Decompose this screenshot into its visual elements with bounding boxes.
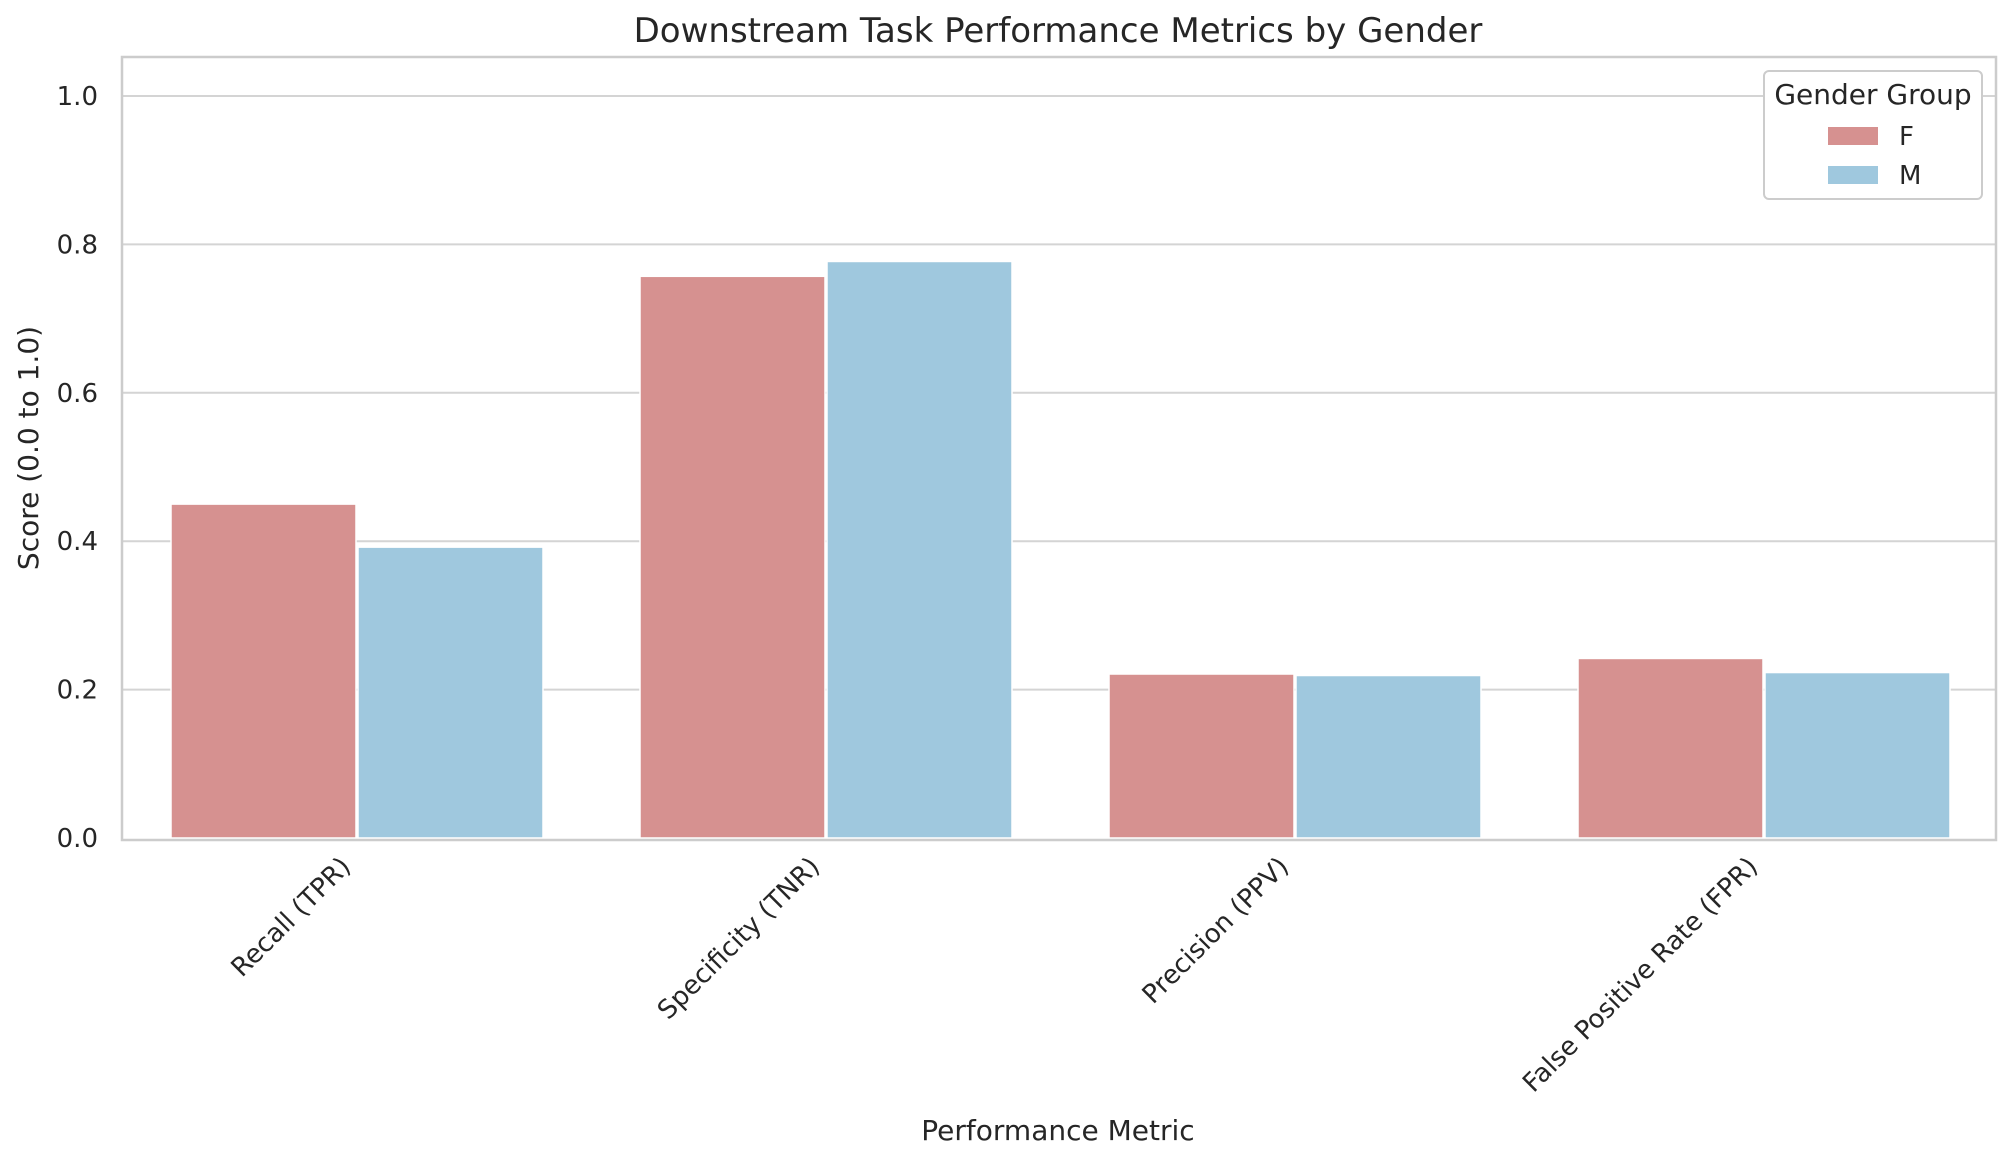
bar-f	[1108, 673, 1295, 839]
legend-swatch-m	[1828, 166, 1878, 184]
legend: Gender Group FM	[1763, 70, 1983, 200]
y-tick-labels: 0.0 0.2 0.4 0.6 0.8 1.0	[57, 82, 98, 854]
legend-title: Gender Group	[1774, 78, 1971, 111]
x-tick-label: Specificity (TNR)	[652, 852, 826, 1026]
bars-layer	[170, 260, 1951, 839]
bar-m	[1764, 671, 1951, 839]
plot-frame	[120, 55, 1998, 842]
legend-swatch-f	[1828, 127, 1878, 145]
bar-m	[1295, 674, 1482, 839]
y-tick-label: 1.0	[57, 82, 98, 112]
bar-m	[357, 546, 544, 839]
bar-f	[639, 275, 826, 839]
legend-label-f: F	[1899, 122, 1914, 152]
x-tick-label: Recall (TPR)	[226, 852, 357, 983]
legend-label-m: M	[1899, 161, 1921, 191]
bar-m	[826, 260, 1013, 839]
bar-f	[170, 503, 357, 839]
x-tick-label: False Positive Rate (FPR)	[1517, 852, 1764, 1099]
legend-items: FM	[1828, 122, 1921, 191]
x-tick-label: Precision (PPV)	[1137, 852, 1295, 1010]
x-tick-labels: Recall (TPR) Specificity (TNR) Precision (…	[226, 852, 1764, 1099]
x-axis-label: Performance Metric	[921, 1114, 1194, 1147]
y-tick-label: 0.6	[57, 379, 98, 409]
y-tick-label: 0.8	[57, 230, 98, 260]
bar-f	[1577, 657, 1764, 839]
y-axis-label: Score (0.0 to 1.0)	[12, 326, 45, 570]
chart-title: Downstream Task Performance Metrics by G…	[634, 11, 1483, 51]
y-tick-label: 0.4	[57, 527, 98, 557]
y-tick-label: 0.0	[57, 824, 98, 854]
y-tick-label: 0.2	[57, 676, 98, 706]
